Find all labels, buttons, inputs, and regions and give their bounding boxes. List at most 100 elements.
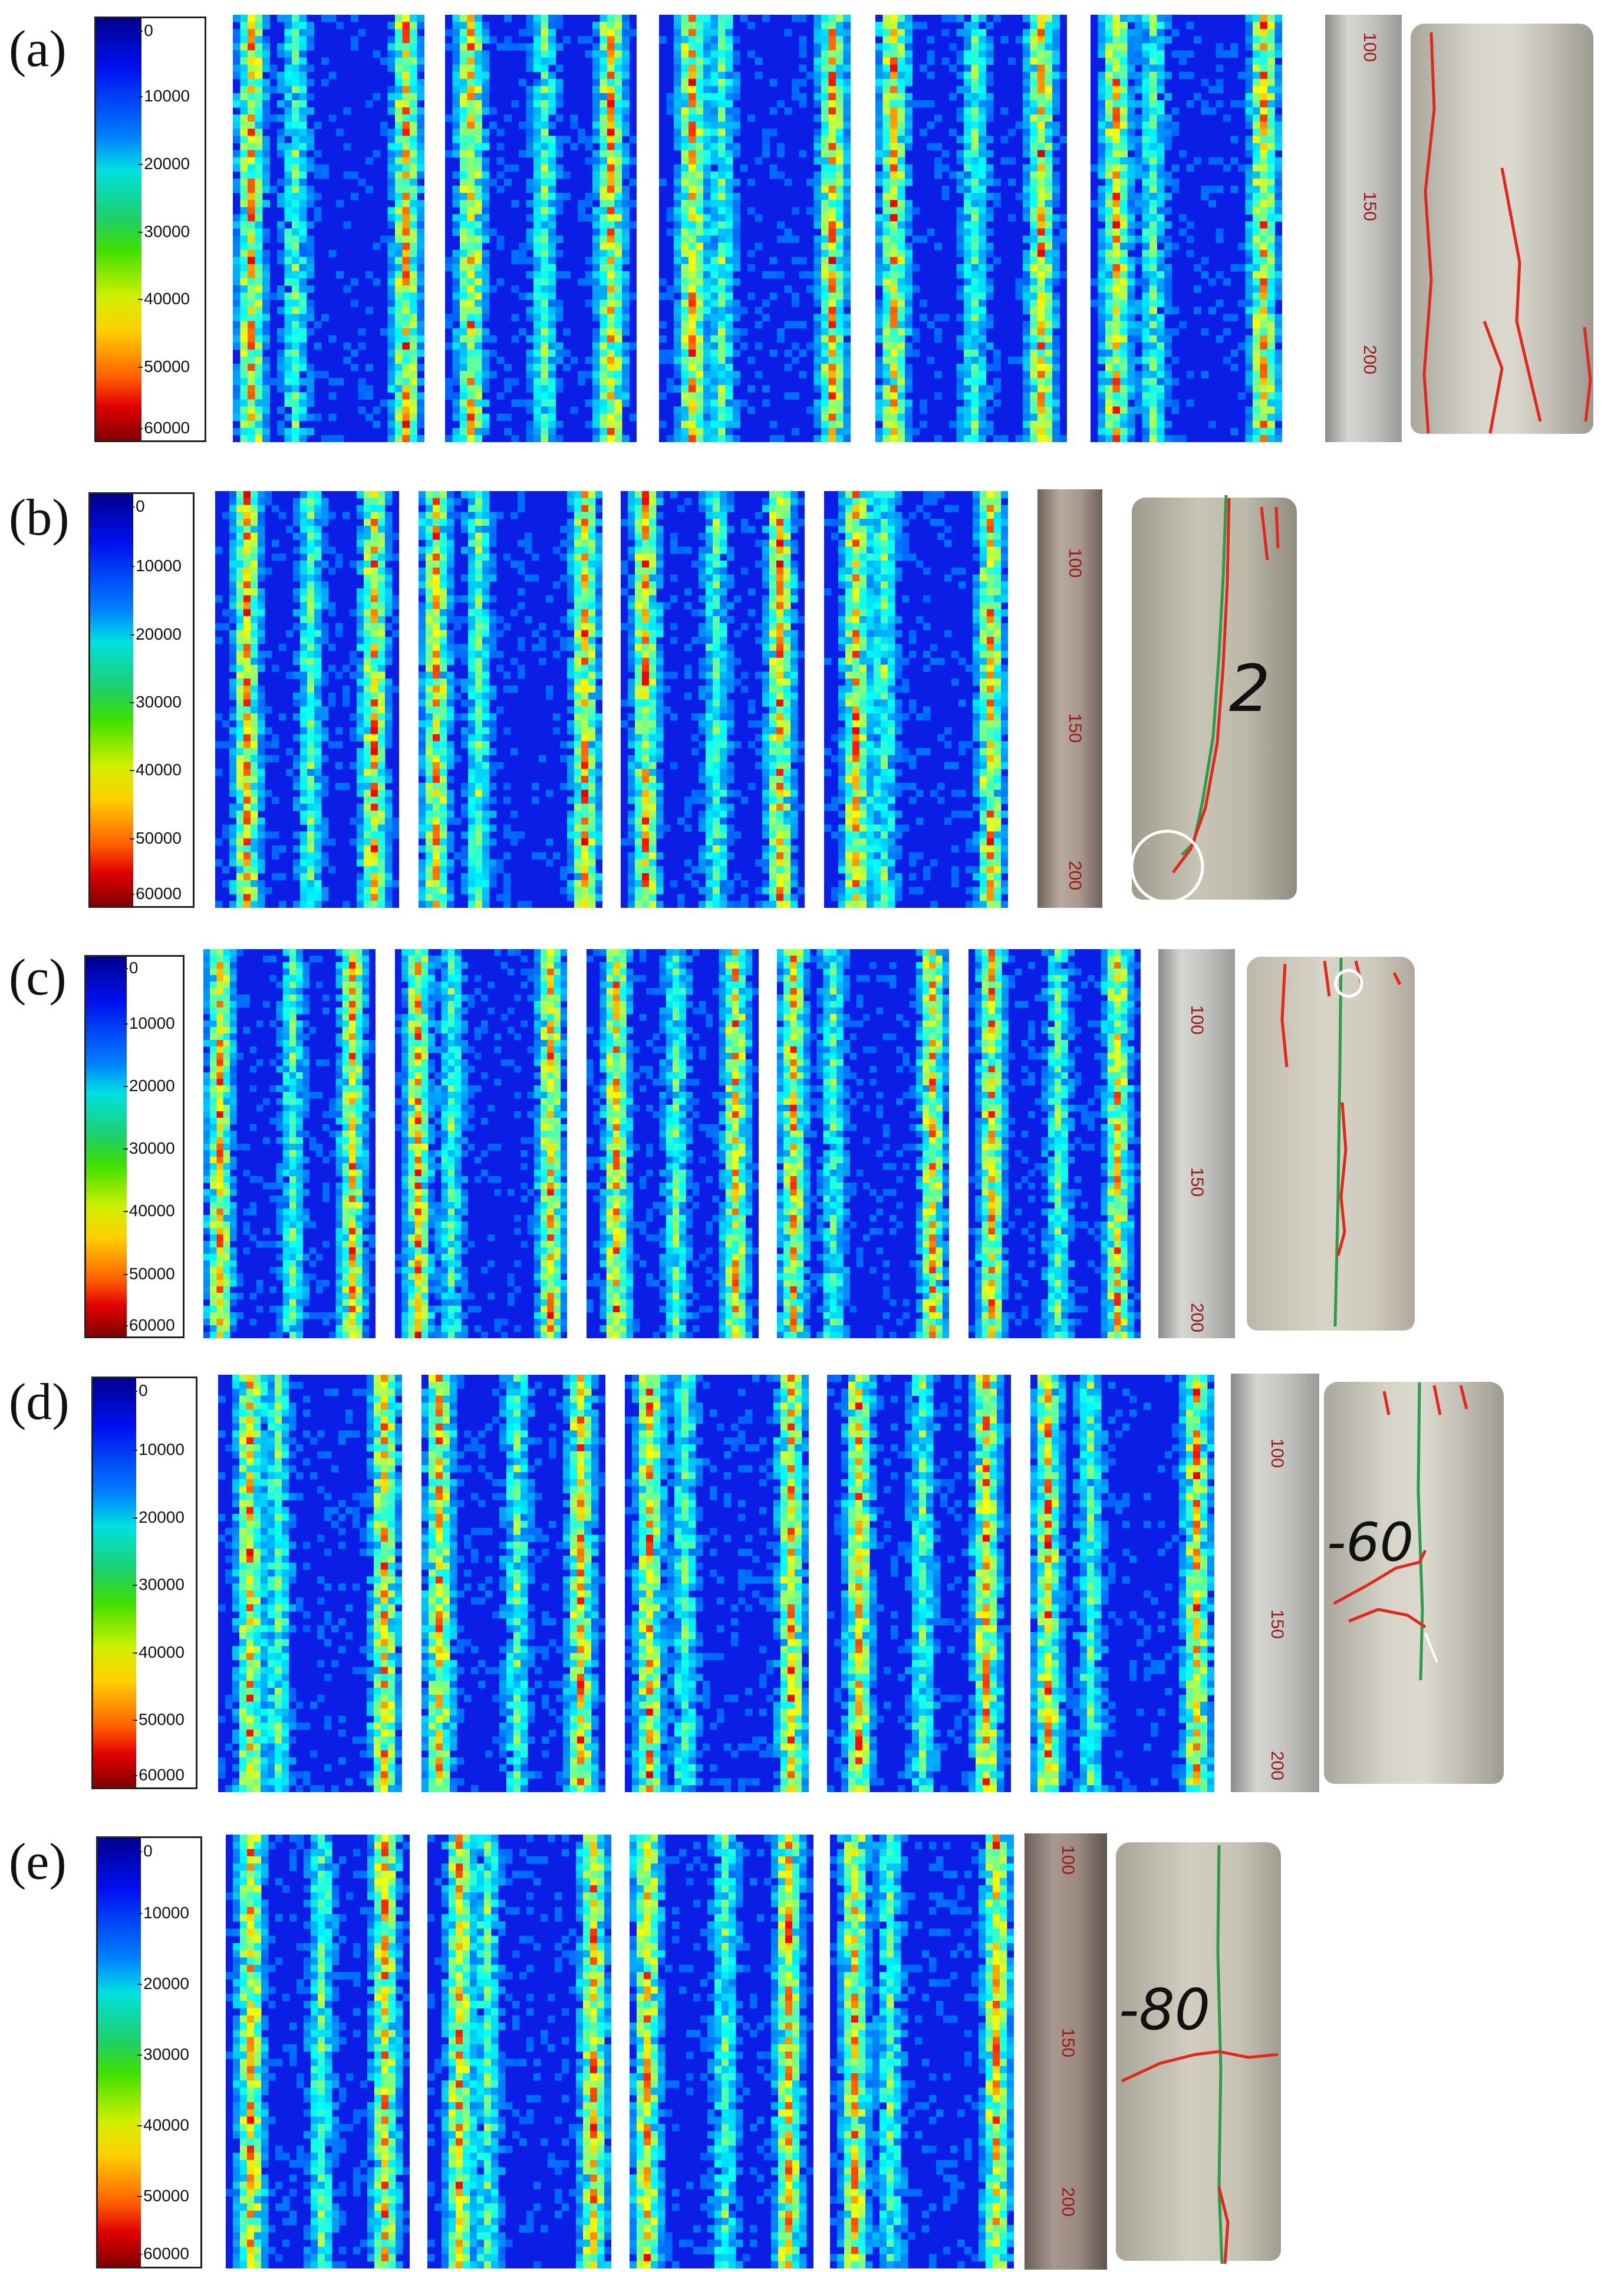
heatmap-cell	[1045, 342, 1053, 350]
heatmap-cell	[277, 328, 285, 336]
heatmap-cell	[1267, 364, 1275, 371]
heatmap-cell	[1149, 420, 1157, 429]
heatmap-cell	[402, 57, 410, 65]
heatmap-cell	[299, 15, 307, 22]
heatmap-cell	[504, 178, 512, 186]
heatmap-cell	[1120, 121, 1128, 129]
heatmap-cell	[387, 157, 396, 165]
heatmap-cell	[875, 136, 883, 143]
heatmap-cell	[1023, 434, 1030, 442]
heatmap-cell	[607, 299, 615, 307]
heatmap-cell	[548, 434, 556, 442]
heatmap-cell	[255, 15, 263, 22]
heatmap-cell	[762, 385, 770, 393]
heatmap-cell	[666, 292, 674, 300]
heatmap-cell	[284, 264, 292, 272]
heatmap-cell	[1142, 392, 1150, 400]
heatmap-cell	[1253, 385, 1260, 393]
heatmap-cell	[821, 136, 829, 143]
heatmap-cell	[890, 271, 898, 279]
heatmap-cell	[1142, 371, 1150, 378]
heatmap-cell	[882, 371, 891, 378]
heatmap-cell	[292, 399, 299, 407]
heatmap-cell	[1274, 71, 1282, 80]
heatmap-cell	[1030, 43, 1038, 51]
heatmap-cell	[452, 406, 460, 414]
heatmap-cell	[1157, 178, 1165, 186]
heatmap-cell	[533, 57, 541, 65]
heatmap-cell	[460, 129, 467, 136]
heatmap-cell	[703, 242, 711, 251]
heatmap-cell	[614, 292, 622, 300]
heatmap-cell	[262, 364, 270, 371]
heatmap-cell	[395, 285, 403, 293]
heatmap-cell	[843, 171, 851, 179]
heatmap-cell	[703, 420, 711, 429]
heatmap-cell	[417, 36, 424, 44]
heatmap-cell	[364, 657, 371, 666]
heatmap-cell	[307, 29, 314, 37]
heatmap-cell	[1164, 271, 1172, 279]
heatmap-cell	[710, 357, 719, 364]
heatmap-cell	[622, 114, 630, 122]
heatmap-cell	[233, 36, 241, 44]
heatmap-cell	[843, 378, 851, 386]
heatmap-cell	[255, 178, 263, 186]
heatmap-cell	[813, 349, 822, 357]
heatmap-cell	[1112, 335, 1121, 343]
heatmap-cell	[956, 157, 964, 165]
heatmap-cell	[1037, 57, 1045, 65]
heatmap-cell	[299, 349, 307, 357]
heatmap-cell	[828, 78, 836, 87]
heatmap-cell	[269, 114, 278, 122]
heatmap-cell	[1274, 64, 1282, 73]
heatmap-cell	[710, 249, 719, 258]
heatmap-cell	[321, 623, 329, 631]
heatmap-cell	[1023, 29, 1030, 37]
heatmap-cell	[1267, 214, 1275, 222]
heatmap-cell	[1045, 186, 1053, 193]
heatmap-cell	[215, 637, 223, 644]
heatmap-cell	[762, 129, 770, 136]
heatmap-cell	[1157, 121, 1165, 129]
heatmap-cell	[681, 207, 689, 215]
heatmap-cell	[410, 242, 417, 251]
heatmap-cell	[1127, 85, 1135, 94]
heatmap-cell	[905, 314, 913, 322]
heatmap-cell	[233, 328, 241, 336]
heatmap-cell	[890, 285, 898, 293]
heatmap-cell	[934, 335, 942, 343]
heatmap-cell	[402, 22, 410, 29]
heatmap-cell	[526, 64, 534, 73]
heatmap-cell	[387, 328, 396, 336]
heatmap-cell	[592, 328, 600, 336]
heatmap-cell	[343, 342, 351, 350]
heatmap-cell	[255, 292, 263, 300]
heatmap-cell	[402, 100, 410, 108]
heatmap-cell	[821, 171, 829, 179]
heatmap-cell	[689, 307, 696, 314]
heatmap-cell	[467, 299, 475, 307]
heatmap-cell	[710, 285, 719, 293]
heatmap-cell	[599, 278, 608, 286]
heatmap-cell	[964, 242, 971, 251]
heatmap-cell	[541, 392, 549, 400]
heatmap-cell	[1164, 349, 1172, 357]
heatmap-cell	[1030, 321, 1038, 329]
heatmap-cell	[548, 427, 556, 436]
heatmap-cell	[387, 285, 396, 293]
heatmap-cell	[1030, 406, 1038, 414]
heatmap-cell	[1052, 249, 1060, 258]
heatmap-cell	[1157, 392, 1165, 400]
heatmap-cell	[387, 349, 396, 357]
heatmap-cell	[718, 157, 726, 165]
heatmap-cell	[475, 321, 482, 329]
heatmap-cell	[941, 15, 950, 22]
heatmap-cell	[703, 292, 711, 300]
heatmap-cell	[293, 498, 301, 506]
heatmap-cell	[1037, 200, 1045, 208]
heatmap-cell	[681, 413, 689, 422]
heatmap-cell	[526, 271, 534, 279]
heatmap-cell	[1230, 349, 1238, 357]
heatmap-cell	[890, 100, 898, 108]
